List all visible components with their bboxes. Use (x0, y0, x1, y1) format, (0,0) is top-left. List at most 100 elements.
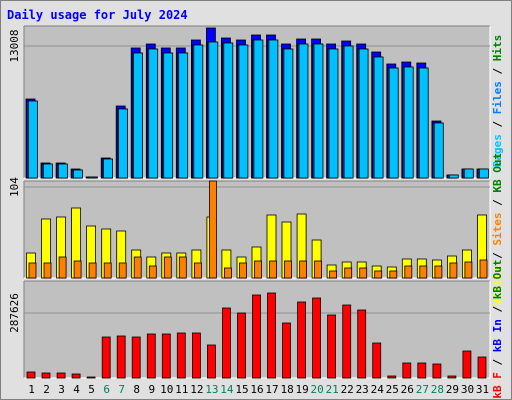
bar-kb-f-day-28 (432, 363, 442, 379)
bar-sites-day-13 (208, 180, 217, 279)
bar-kb-f-day-12 (191, 332, 201, 379)
bar-sites-day-3 (58, 256, 67, 279)
legend-kb-in: kB In (491, 319, 504, 352)
legend-separator: / (491, 193, 504, 213)
bar-kb-f-day-13 (206, 344, 216, 379)
x-tick-label-day-8: 8 (133, 383, 140, 396)
bar-pages-day-12 (193, 44, 204, 179)
x-tick-label-day-29: 29 (446, 383, 459, 396)
bar-pages-day-24 (373, 56, 384, 179)
legend-sites: Sites (491, 212, 504, 245)
bar-sites-day-25 (389, 270, 398, 279)
legend-files: Files (491, 81, 504, 114)
bar-kb-f-day-11 (176, 332, 186, 379)
bar-sites-day-21 (329, 270, 338, 279)
legend-separator: / (491, 114, 504, 134)
bar-kb-f-day-9 (146, 333, 156, 379)
bar-kb-f-day-31 (477, 356, 487, 379)
bar-pages-day-7 (118, 108, 128, 179)
bar-sites-day-30 (464, 261, 473, 279)
bar-kb-f-day-22 (342, 304, 352, 379)
x-axis-day-labels: 1 2 3 4 5 6 7 8 9 10 11 12 13 14 15 16 17 18 19 20 21 22 23 24 2… (28, 383, 489, 396)
bar-sites-day-20 (314, 260, 323, 279)
bar-pages-day-27 (418, 67, 429, 179)
bar-kb-f-day-20 (312, 297, 322, 379)
x-tick-label-day-20: 20 (310, 383, 323, 396)
bar-sites-day-10 (163, 256, 172, 279)
requests-legend: Pages / Files / Hits (491, 35, 504, 168)
kbytes-legend: kB F / kB In / kB Out (491, 259, 504, 398)
bar-pages-day-11 (178, 52, 189, 179)
bar-sites-day-24 (374, 270, 383, 279)
bar-kb-f-day-4 (71, 373, 81, 379)
x-tick-label-day-5: 5 (88, 383, 95, 396)
bar-pages-day-4 (73, 169, 83, 179)
bar-sites-day-6 (103, 262, 112, 279)
requests-panel: 13008 Pages / Files / Hits (8, 25, 504, 179)
bar-sites-day-26 (404, 265, 413, 279)
bar-pages-day-15 (238, 44, 249, 179)
bar-sites-day-7 (118, 262, 127, 279)
x-tick-label-day-13: 13 (205, 383, 218, 396)
bar-kb-f-day-18 (282, 322, 291, 379)
visits-sites-panel: 104 Visits / Sites / KB Out (8, 153, 504, 305)
requests-y-tick-label: 13008 (8, 29, 21, 62)
x-tick-label-day-21: 21 (326, 383, 339, 396)
bar-pages-day-22 (343, 45, 354, 179)
x-tick-label-day-25: 25 (386, 383, 399, 396)
legend-pages: Pages (491, 134, 504, 167)
x-tick-label-day-26: 26 (401, 383, 414, 396)
bar-pages-day-10 (163, 52, 174, 179)
bar-kb-f-day-14 (221, 307, 231, 379)
bar-kb-f-day-16 (252, 294, 261, 379)
bar-sites-day-29 (449, 262, 458, 279)
legend-kb-out: kB Out (491, 259, 504, 299)
x-tick-label-day-3: 3 (58, 383, 65, 396)
x-tick-label-day-28: 28 (431, 383, 444, 396)
legend-separator: / (491, 352, 504, 372)
x-tick-label-day-31: 31 (476, 383, 489, 396)
bar-kb-f-day-29 (447, 375, 457, 379)
legend-hits: Hits (491, 35, 504, 62)
bar-sites-day-15 (239, 262, 247, 279)
bar-sites-day-23 (359, 267, 368, 279)
legend-kb-out: KB Out (491, 153, 504, 193)
x-tick-label-day-15: 15 (235, 383, 248, 396)
bar-kb-f-day-15 (237, 312, 246, 379)
bar-pages-day-26 (403, 66, 414, 179)
bar-kb-f-day-3 (56, 372, 66, 379)
bar-sites-day-8 (133, 256, 142, 279)
bar-pages-day-9 (148, 48, 159, 179)
bar-sites-day-28 (434, 265, 443, 279)
legend-visits: Visits (491, 265, 504, 305)
x-tick-label-day-1: 1 (28, 383, 35, 396)
bar-sites-day-19 (299, 260, 308, 279)
bar-pages-day-19 (298, 43, 309, 179)
bar-kb-f-day-25 (387, 375, 397, 379)
bar-sites-day-16 (254, 260, 262, 279)
legend-separator: / (491, 61, 504, 81)
bar-kb-f-day-27 (417, 362, 427, 379)
bar-kb-f-day-30 (462, 350, 472, 379)
bar-sites-day-5 (88, 262, 97, 279)
chart-title: Daily usage for July 2024 (7, 8, 188, 22)
bar-pages-day-6 (103, 158, 113, 179)
bar-kb-f-day-26 (402, 362, 412, 379)
bar-sites-day-27 (419, 265, 428, 279)
bar-pages-day-2 (43, 163, 53, 179)
bar-pages-day-23 (358, 48, 369, 179)
bar-pages-day-1 (27, 100, 38, 179)
bar-pages-day-14 (223, 42, 234, 179)
x-tick-label-day-4: 4 (73, 383, 80, 396)
bar-sites-day-4 (73, 260, 82, 279)
bar-pages-day-25 (388, 67, 399, 179)
bar-sites-day-1 (28, 262, 37, 279)
bar-pages-day-18 (283, 48, 294, 179)
x-tick-label-day-17: 17 (265, 383, 278, 396)
x-tick-label-day-11: 11 (175, 383, 188, 396)
bar-pages-day-20 (313, 43, 324, 179)
bar-sites-day-14 (223, 267, 232, 279)
